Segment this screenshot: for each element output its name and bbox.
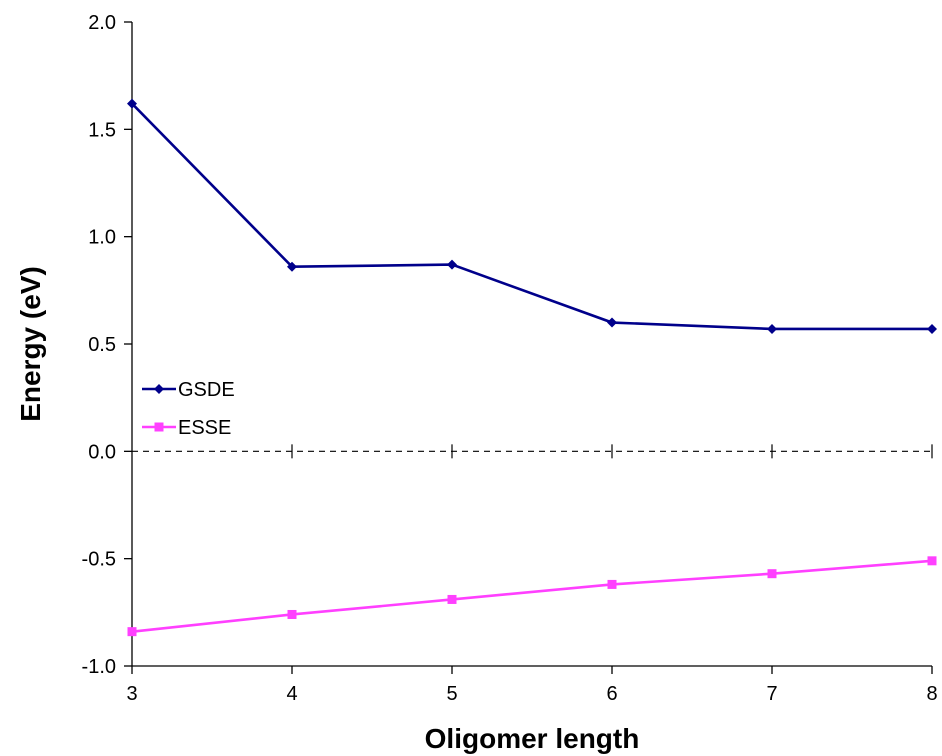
y-tick-label: -1.0	[82, 656, 116, 678]
y-tick-label: 1.0	[88, 227, 116, 249]
y-tick-label: -0.5	[82, 549, 116, 571]
x-tick-label: 3	[126, 683, 137, 705]
y-axis-title: Energy (eV)	[15, 266, 46, 422]
tick-labels: 2.0 1.5 1.0 0.5 0.0 -0.5 -1.0 3 4 5 6 7 8	[82, 12, 938, 705]
x-tick-label: 6	[606, 683, 617, 705]
x-tick-label: 7	[766, 683, 777, 705]
legend-swatch-marker	[154, 384, 164, 394]
data-point	[287, 609, 297, 619]
data-point	[767, 569, 777, 579]
axes	[124, 21, 933, 674]
data-point	[127, 627, 137, 637]
y-tick-label: 0.0	[88, 441, 116, 463]
y-tick-label: 2.0	[88, 12, 116, 34]
series-esse	[127, 556, 937, 637]
legend-item-gsde: GSDE	[142, 379, 235, 401]
data-point	[927, 556, 937, 566]
data-point	[447, 594, 457, 604]
data-point	[127, 98, 137, 109]
data-point	[607, 317, 617, 328]
x-tick-label: 8	[926, 683, 937, 705]
data-point	[447, 259, 457, 270]
data-point	[767, 323, 777, 334]
x-axis-title: Oligomer length	[425, 723, 640, 754]
legend-item-esse: ESSE	[142, 417, 231, 439]
series-group	[127, 98, 937, 637]
y-tick-label: 1.5	[88, 119, 116, 141]
data-point	[927, 323, 937, 334]
series-line	[131, 102, 932, 331]
legend-swatch-marker	[154, 422, 164, 432]
legend-label: ESSE	[178, 417, 231, 439]
data-point	[607, 579, 617, 589]
x-tick-label: 5	[446, 683, 457, 705]
data-point	[287, 261, 297, 272]
zero-reference-line	[132, 444, 933, 459]
y-tick-label: 0.5	[88, 334, 116, 356]
legend: GSDE ESSE	[142, 379, 235, 439]
x-tick-label: 4	[286, 683, 297, 705]
series-gsde	[127, 98, 937, 334]
legend-label: GSDE	[178, 379, 235, 401]
series-line	[131, 559, 933, 633]
